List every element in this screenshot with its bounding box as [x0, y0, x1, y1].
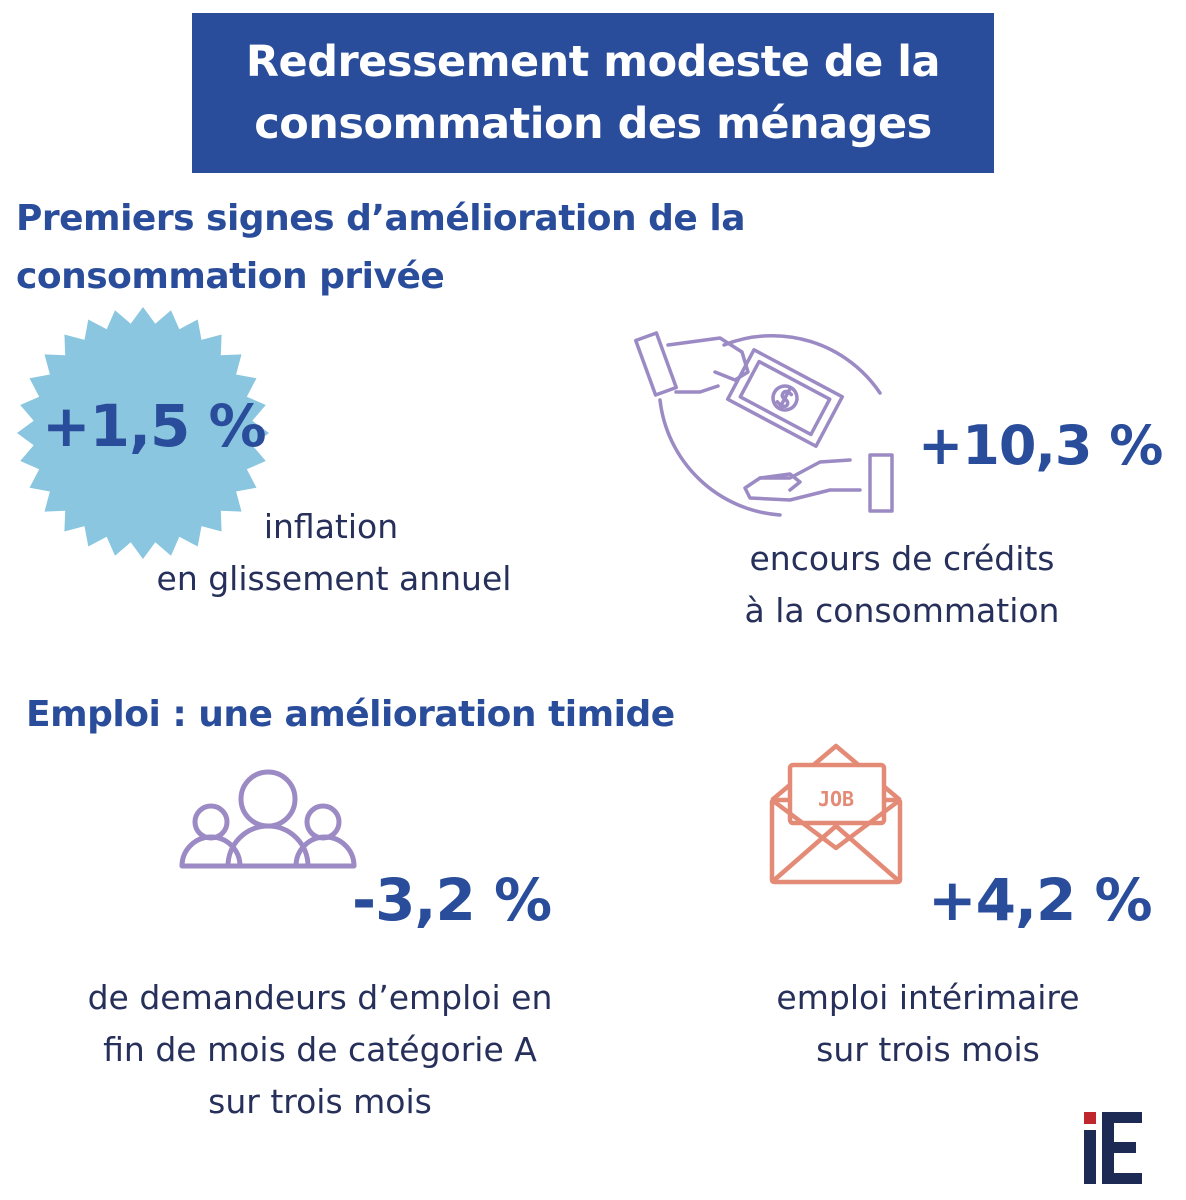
credit-caption-line2: à la consommation: [744, 591, 1060, 630]
page-title-line1: Redressement modeste de la: [245, 37, 941, 87]
ie-logo-icon: [1084, 1112, 1142, 1184]
jobseekers-caption-line1: de demandeurs d’emploi en: [87, 978, 553, 1017]
page-title-banner: Redressement modeste de la consommation …: [192, 13, 994, 173]
credit-caption: encours de crédits à la consommation: [672, 533, 1132, 637]
temp-work-caption: emploi intérimaire sur trois mois: [698, 972, 1158, 1076]
section-title-employment: Emploi : une amélioration timide: [26, 694, 675, 735]
section-title-consumption: Premiers signes d’amélioration de la con…: [16, 190, 746, 306]
job-envelope-icon: JOB: [769, 743, 903, 885]
section-title-consumption-line1: Premiers signes d’amélioration de la: [16, 198, 746, 239]
jobseekers-caption-line3: sur trois mois: [208, 1082, 432, 1121]
credit-caption-line1: encours de crédits: [749, 539, 1055, 578]
temp-work-caption-line2: sur trois mois: [816, 1030, 1040, 1069]
temp-work-value: +4,2 %: [928, 866, 1153, 934]
jobseekers-value: -3,2 %: [352, 866, 552, 934]
inflation-caption: inflation en glissement annuel: [100, 501, 568, 605]
jobseekers-caption-line2: fin de mois de catégorie A: [103, 1030, 537, 1069]
section-title-consumption-line2: consommation privée: [16, 256, 445, 297]
page-title-line2: consommation des ménages: [254, 99, 932, 149]
people-group-icon: [179, 769, 357, 869]
money-exchange-hands-icon: [633, 331, 894, 517]
inflation-caption-line2: en glissement annuel: [156, 559, 512, 598]
credit-value: +10,3 %: [918, 414, 1163, 477]
jobseekers-caption: de demandeurs d’emploi en fin de mois de…: [40, 972, 600, 1128]
inflation-caption-line1: inflation: [263, 507, 399, 546]
temp-work-caption-line1: emploi intérimaire: [776, 978, 1080, 1017]
inflation-value: +1,5 %: [42, 392, 267, 460]
job-envelope-label: JOB: [818, 787, 854, 811]
